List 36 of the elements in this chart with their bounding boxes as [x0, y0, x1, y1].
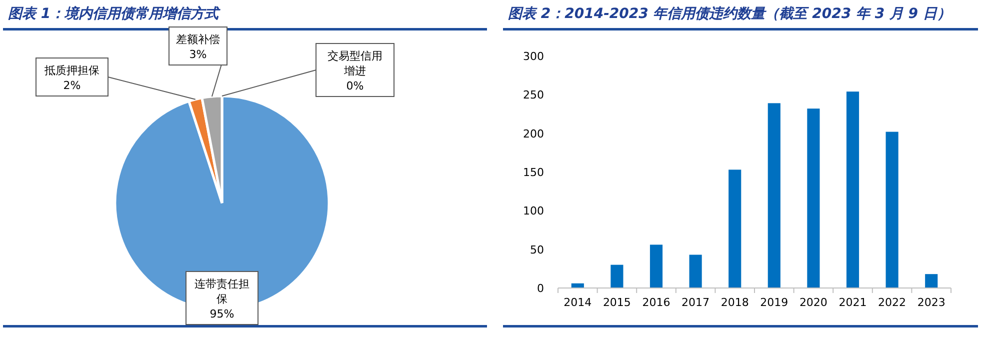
- bar: [768, 103, 780, 288]
- slice-label: 抵质押担保: [44, 64, 100, 77]
- y-tick-label: 0: [537, 282, 544, 295]
- bar: [650, 244, 663, 288]
- bar: [886, 132, 898, 288]
- y-tick-label: 300: [523, 50, 544, 63]
- category-label: 交易型信用增进: [328, 50, 382, 78]
- y-tick-label: 150: [523, 166, 544, 179]
- data-label: 2%: [63, 79, 81, 92]
- bar: [610, 264, 624, 288]
- y-tick-label: 250: [523, 88, 544, 102]
- data-label: 3%: [189, 48, 207, 61]
- x-tick-label: 2021: [838, 296, 867, 309]
- bar: [807, 108, 820, 288]
- data-label: 95%: [210, 308, 234, 320]
- y-tick-label: 50: [530, 243, 544, 256]
- x-tick-label: 2022: [878, 296, 906, 309]
- chart-title: 图表 2：2014-2023 年信用债违约数量（截至 2023 年 3 月 9 日）: [508, 6, 951, 22]
- x-tick-label: 2016: [642, 296, 670, 309]
- x-tick-label: 2014: [564, 296, 592, 309]
- bar: [846, 92, 860, 288]
- chart-title: 图表 1：境内信用债常用增信方式: [8, 5, 221, 22]
- bar: [689, 254, 702, 288]
- x-tick-label: 2020: [799, 296, 828, 309]
- slice-label: 连带责任担保: [194, 278, 250, 306]
- slice-label: 差额补偿: [176, 33, 220, 46]
- x-tick-label: 2015: [602, 296, 631, 309]
- y-tick-label: 200: [523, 127, 544, 140]
- x-tick-label: 2023: [917, 296, 946, 309]
- x-tick-label: 2017: [682, 296, 710, 309]
- bar: [925, 274, 938, 288]
- x-tick-label: 2018: [720, 296, 749, 309]
- y-tick-label: 100: [523, 204, 544, 218]
- bar: [728, 170, 742, 288]
- text: 0%: [346, 80, 364, 92]
- x-tick-label: 2019: [760, 296, 788, 309]
